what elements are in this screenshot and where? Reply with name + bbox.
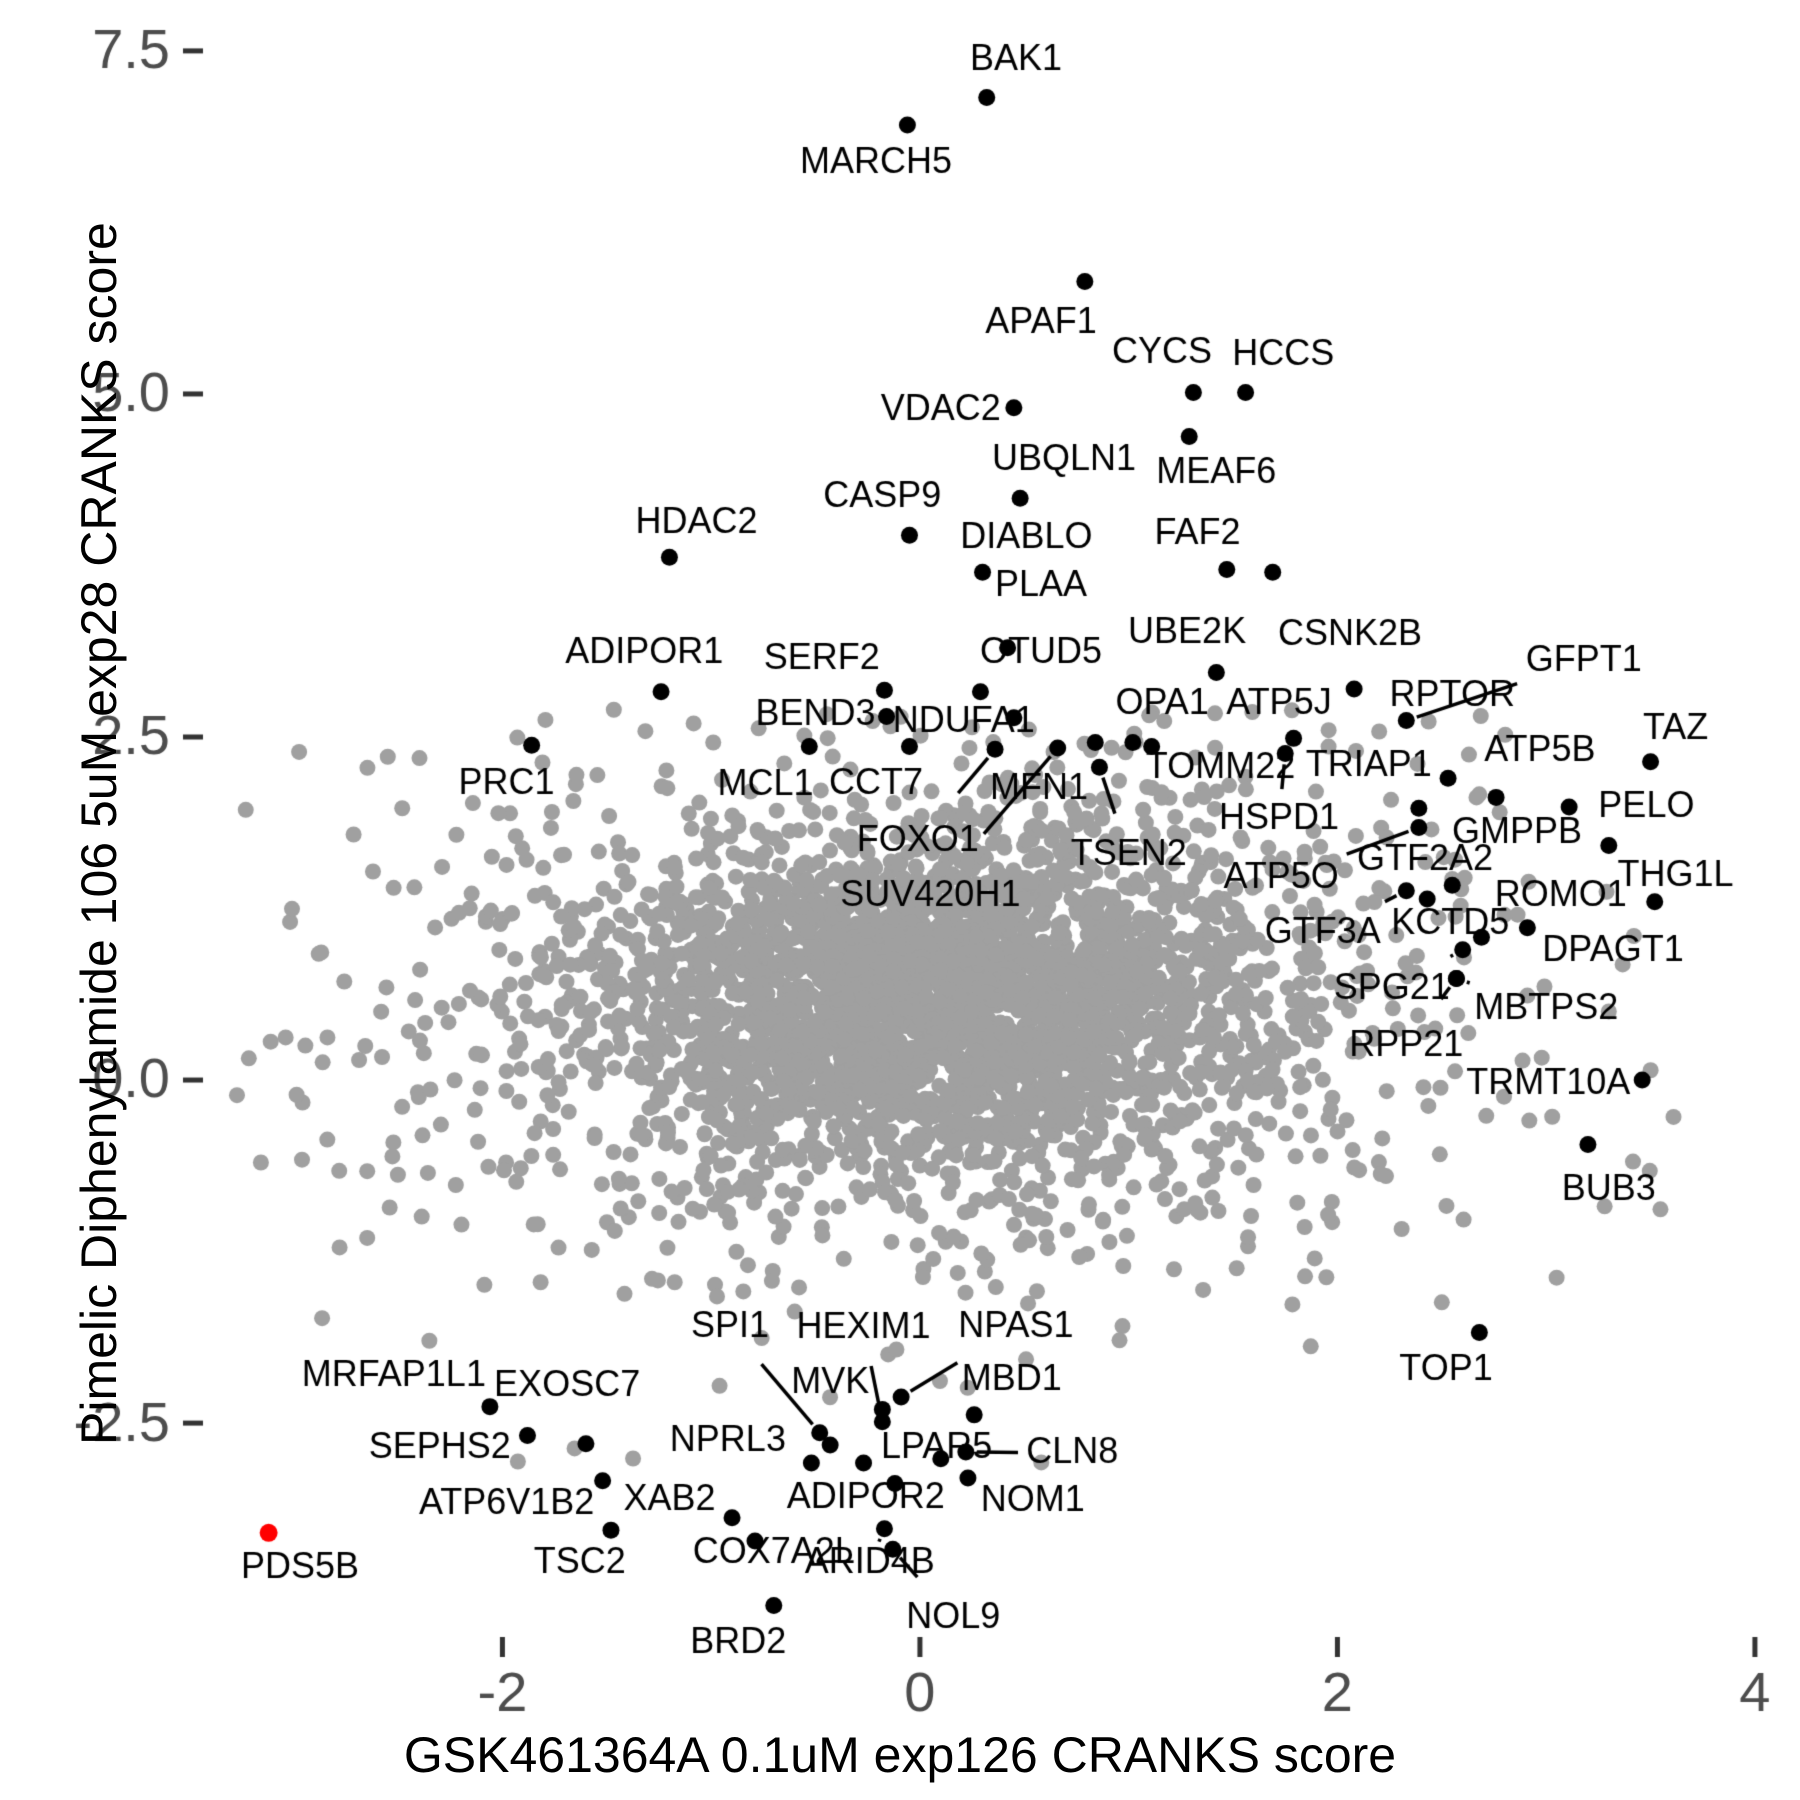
- y-axis-title: Pimelic Diphenylamide 106 5uM exp28 CRAN…: [71, 222, 127, 1445]
- x-axis-title: GSK461364A 0.1uM exp126 CRANKS score: [403, 1727, 1397, 1783]
